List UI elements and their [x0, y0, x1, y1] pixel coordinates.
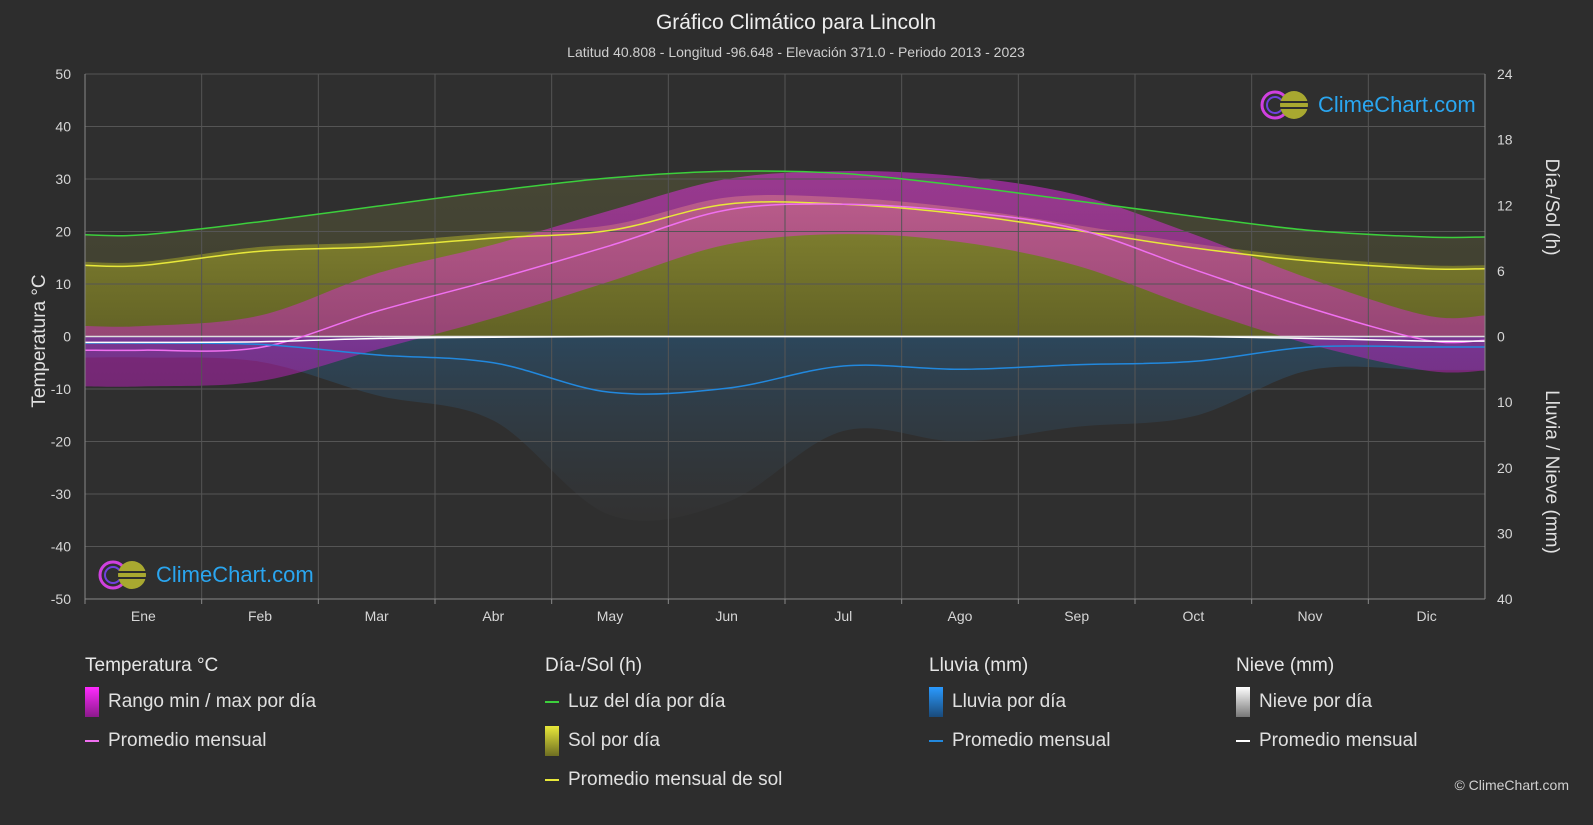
right-axis-label-bottom: Lluvia / Nieve (mm) — [1541, 390, 1562, 554]
rain-swatch — [929, 686, 943, 717]
x-tick-label: Nov — [1298, 608, 1323, 624]
right-tick-label: 0 — [1497, 329, 1505, 345]
legend-label: Promedio mensual — [952, 730, 1111, 751]
snow-avg-line — [84, 335, 1486, 344]
logo-top: ClimeChart.com — [1258, 88, 1476, 122]
right-tick-label: 30 — [1497, 525, 1513, 541]
legend-title-snow: Nieve (mm) — [1236, 655, 1335, 676]
right-axis-label-top: Día-/Sol (h) — [1541, 158, 1562, 255]
legend-daysun: Día-/Sol (h) Luz del día por día Sol por… — [545, 650, 782, 799]
legend-snow: Nieve (mm) Nieve por día Promedio mensua… — [1236, 650, 1417, 760]
logo-text: ClimeChart.com — [1318, 92, 1476, 117]
climate-chart: Gráfico Climático para Lincoln Latitud 4… — [29, 11, 1562, 624]
x-tick-label: Jun — [715, 608, 738, 624]
snow-avg-swatch — [1236, 739, 1250, 742]
legend-item-rain-avg: Promedio mensual — [929, 721, 1110, 760]
daylight-line — [84, 170, 1486, 239]
legend-title-rain: Lluvia (mm) — [929, 655, 1029, 676]
right-tick-label: 20 — [1497, 460, 1513, 476]
legend-label: Promedio mensual — [1259, 730, 1418, 751]
legend: Temperatura °C Rango min / max por día P… — [0, 650, 1593, 820]
grid-layer — [84, 73, 1486, 600]
axes-layer: 50 40 30 20 10 0 -10 -20 -30 -40 -50 24 18 12 6 0 10 20 30… — [51, 66, 1513, 624]
legend-item-temp-range: Rango min / max por día — [85, 682, 316, 721]
right-tick-label: 18 — [1497, 132, 1513, 148]
legend-item-daylight: Luz del día por día — [545, 682, 782, 721]
left-tick-label: 10 — [55, 276, 71, 292]
x-tick-label: Abr — [482, 608, 504, 624]
legend-label: Sol por día — [568, 730, 660, 751]
left-tick-label: -40 — [51, 539, 71, 555]
legend-item-snow-daily: Nieve por día — [1236, 682, 1417, 721]
climechart-logo-icon — [98, 560, 146, 590]
x-tick-label: Oct — [1182, 608, 1204, 624]
daylight-swatch — [545, 700, 559, 703]
legend-title-daysun: Día-/Sol (h) — [545, 655, 643, 676]
legend-title-temperature: Temperatura °C — [85, 655, 219, 676]
logo-text: ClimeChart.com — [156, 562, 314, 587]
legend-temperature: Temperatura °C Rango min / max por día P… — [85, 650, 316, 760]
temperature-avg-line — [84, 203, 1486, 352]
rain-avg-line — [84, 342, 1485, 395]
climechart-logo-icon — [1260, 90, 1308, 120]
snow-swatch — [1236, 686, 1250, 717]
x-tick-label: Sep — [1064, 608, 1089, 624]
x-tick-label: Ene — [131, 608, 156, 624]
legend-rain: Lluvia (mm) Lluvia por día Promedio mens… — [929, 650, 1110, 760]
x-tick-label: Feb — [248, 608, 272, 624]
legend-label: Rango min / max por día — [108, 691, 317, 712]
x-tick-label: Dic — [1417, 608, 1437, 624]
right-tick-label: 6 — [1497, 263, 1505, 279]
legend-item-sunshine-avg: Promedio mensual de sol — [545, 760, 782, 799]
legend-label: Promedio mensual de sol — [568, 769, 783, 790]
chart-title: Gráfico Climático para Lincoln — [656, 11, 936, 34]
sunshine-avg-line — [84, 201, 1486, 271]
chart-subtitle: Latitud 40.808 - Longitud -96.648 - Elev… — [567, 44, 1025, 60]
left-tick-label: -20 — [51, 434, 71, 450]
left-tick-label: 40 — [55, 119, 71, 135]
left-axis-label: Temperatura °C — [29, 274, 50, 407]
legend-label: Promedio mensual — [108, 730, 267, 751]
legend-label: Luz del día por día — [568, 691, 726, 712]
legend-item-sunshine: Sol por día — [545, 721, 782, 760]
left-tick-label: -50 — [51, 591, 71, 607]
rain-avg-swatch — [929, 739, 943, 742]
sunshine-swatch — [545, 725, 559, 756]
left-tick-label: -30 — [51, 486, 71, 502]
right-tick-label: 12 — [1497, 197, 1513, 213]
legend-label: Nieve por día — [1259, 691, 1373, 712]
temp-range-swatch — [85, 686, 99, 717]
x-tick-label: Jul — [834, 608, 852, 624]
x-tick-label: Ago — [948, 608, 973, 624]
x-tick-label: Mar — [365, 608, 389, 624]
right-tick-label: 24 — [1497, 66, 1513, 82]
series-lines — [84, 170, 1486, 395]
left-tick-label: 30 — [55, 171, 71, 187]
right-tick-label: 40 — [1497, 591, 1513, 607]
left-tick-label: 20 — [55, 224, 71, 240]
left-tick-label: 0 — [63, 329, 71, 345]
legend-label: Lluvia por día — [952, 691, 1067, 712]
legend-item-snow-avg: Promedio mensual — [1236, 721, 1417, 760]
left-tick-label: 50 — [55, 66, 71, 82]
legend-item-temp-avg: Promedio mensual — [85, 721, 316, 760]
x-tick-label: May — [597, 608, 623, 624]
legend-item-rain-daily: Lluvia por día — [929, 682, 1110, 721]
left-tick-label: -10 — [51, 381, 71, 397]
copyright: © ClimeChart.com — [1454, 777, 1569, 793]
sunshine-avg-swatch — [545, 778, 559, 781]
temp-avg-swatch — [85, 739, 99, 742]
right-tick-label: 10 — [1497, 394, 1513, 410]
logo-bottom: ClimeChart.com — [96, 558, 314, 592]
